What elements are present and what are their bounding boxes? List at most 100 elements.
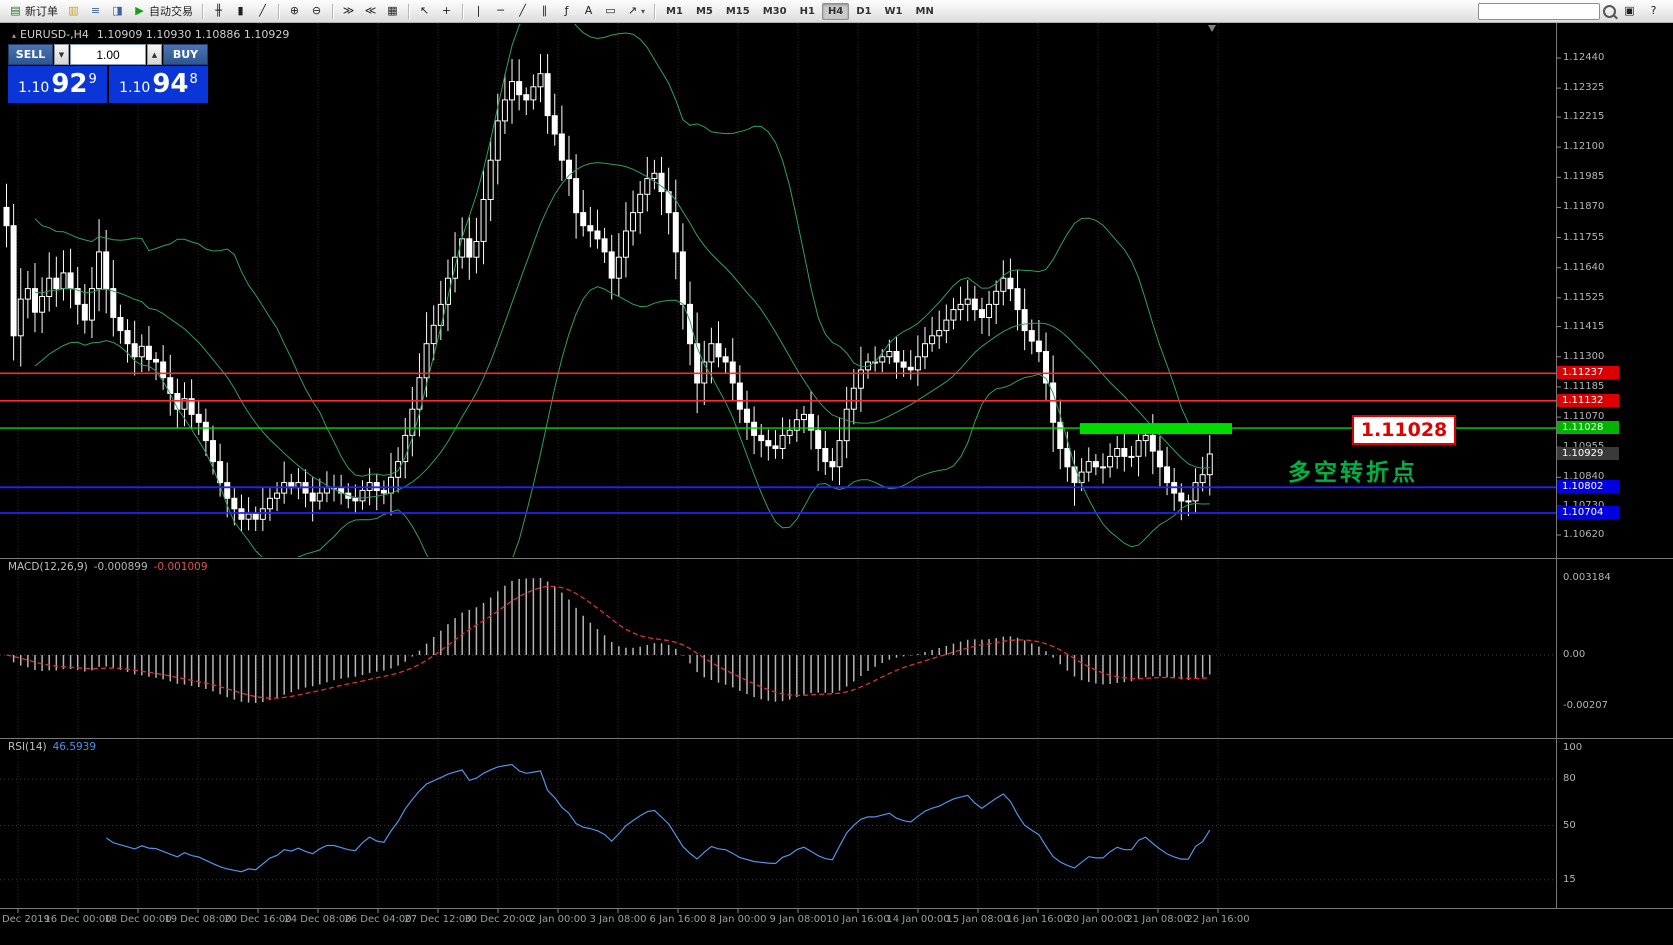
rsi-line (105, 763, 1211, 873)
bar-chart-icon: ╫ (215, 4, 222, 17)
line-chart-icon: ╱ (259, 4, 266, 17)
macd-value-2: -0.001009 (153, 561, 208, 573)
price-tag-1.10929[interactable]: 1.10929 (1557, 447, 1619, 460)
sell-button[interactable]: SELL (8, 44, 53, 65)
trendline-icon[interactable]: ╱ (512, 1, 533, 21)
autotrading-button-label: 自动交易 (149, 5, 193, 18)
fibonacci-icon[interactable]: ƒ (556, 1, 577, 21)
search-icon[interactable] (1603, 4, 1616, 18)
candlesticks (3, 54, 1213, 532)
timeframe-button-m15[interactable]: M15 (725, 5, 750, 17)
tile-windows-icon[interactable]: ▦ (382, 1, 403, 21)
price-callout-label[interactable]: 1.11028 (1352, 415, 1456, 445)
crosshair-icon[interactable]: + (436, 1, 457, 21)
price-tag-1.11132[interactable]: 1.11132 (1557, 393, 1619, 407)
sell-price-pips: 92 (51, 69, 88, 99)
time-axis-label: 6 Jan 16:00 (649, 914, 707, 925)
time-axis-label: 16 Dec 00:00 (44, 914, 112, 925)
toolbar-separator (654, 3, 656, 19)
timeframe-button-w1[interactable]: W1 (884, 5, 903, 17)
price-axis: 1.12440 1.12325 1.12215 1.12100 1.11985 1.118… (1556, 23, 1673, 908)
arrows-dropdown-icon[interactable]: ↗ ▾ (622, 1, 649, 21)
vertical-line-icon[interactable]: | (468, 1, 489, 21)
help-icon[interactable]: ? (1643, 1, 1664, 21)
buy-button[interactable]: BUY (163, 44, 208, 65)
price-tag-1.11028[interactable]: 1.11028 (1557, 421, 1619, 435)
buy-price-main: 1.10 (119, 80, 151, 96)
candlestick-chart-icon[interactable]: ▮ (230, 1, 251, 21)
highlight-bar[interactable] (1080, 423, 1232, 435)
toolbar-separator (332, 3, 333, 19)
new-order-button-label: 新订单 (25, 5, 58, 18)
navigator-icon[interactable]: ◨ (107, 1, 128, 21)
buy-price-pips: 94 (152, 69, 189, 99)
volume-input[interactable] (70, 44, 146, 65)
price-axis-label: 1.12440 (1563, 52, 1605, 63)
cursor-icon: ↖ (419, 4, 430, 17)
chart-shift-icon[interactable]: ≪ (360, 1, 381, 21)
cursor-icon[interactable]: ↖ (414, 1, 435, 21)
chart-shift-icon: ≪ (364, 4, 377, 17)
price-axis-label: 1.11185 (1563, 380, 1605, 392)
sell-price-panel[interactable]: 1.10 92 9 (8, 66, 107, 103)
market-watch-icon[interactable]: ≡ (85, 1, 106, 21)
text-icon[interactable]: A (578, 1, 599, 21)
timeframe-button-m1[interactable]: M1 (666, 5, 683, 17)
alerts-icon[interactable]: ▣ (1619, 1, 1640, 21)
rsi-indicator-label: RSI(14) 46.5939 (8, 741, 96, 753)
buy-price-point: 8 (189, 72, 198, 87)
sell-price-point: 9 (88, 72, 97, 87)
arrows-dropdown-icon: ↗ (627, 4, 638, 17)
timeframe-button-mn[interactable]: MN (915, 5, 934, 17)
toolbar-separator (202, 3, 203, 19)
timeframe-button-h1[interactable]: H1 (799, 5, 815, 17)
line-chart-icon[interactable]: ╱ (252, 1, 273, 21)
time-axis-label: 9 Jan 08:00 (769, 914, 827, 925)
toolbar-separator (408, 3, 409, 19)
rsi-value: 46.5939 (52, 741, 97, 753)
price-tag-1.11237[interactable]: 1.11237 (1557, 366, 1619, 380)
volume-increase-button[interactable]: ▲ (147, 44, 162, 65)
autotrading-button[interactable]: ▶ 自动交易 (129, 1, 197, 21)
horizontal-line-icon[interactable]: ─ (490, 1, 511, 21)
timeframe-button-m5[interactable]: M5 (695, 5, 713, 17)
timeframe-button-m30[interactable]: M30 (762, 5, 787, 17)
timeframe-button-d1[interactable]: D1 (856, 5, 872, 17)
timeframe-button-h4[interactable]: H4 (821, 2, 850, 20)
price-axis-label: 1.11755 (1563, 231, 1605, 243)
price-axis-label: 1.11300 (1563, 350, 1605, 362)
auto-scroll-icon[interactable]: ≫ (338, 1, 359, 21)
price-axis-label: 1.10620 (1563, 529, 1605, 540)
zoom-out-icon[interactable]: ⊖ (306, 1, 327, 21)
volume-decrease-button[interactable]: ▼ (54, 44, 69, 65)
zoom-in-icon[interactable]: ⊕ (284, 1, 305, 21)
new-order-button[interactable]: ▤ 新订单 (5, 1, 62, 21)
buy-price-panel[interactable]: 1.10 94 8 (109, 66, 208, 103)
equidistant-channel-icon: ∥ (541, 4, 548, 17)
text-label-icon[interactable]: ▭ (600, 1, 621, 21)
time-axis-label: 8 Jan 00:00 (709, 914, 767, 925)
level-lines[interactable] (0, 372, 1556, 514)
vertical-line-icon: | (476, 4, 481, 17)
grid-lines (17, 23, 1219, 908)
price-tag-1.10802[interactable]: 1.10802 (1557, 480, 1619, 494)
charts-window-icon[interactable]: ▥ (63, 1, 84, 21)
sell-price-main: 1.10 (18, 80, 50, 96)
toolbar-separator (278, 3, 279, 19)
price-tag-1.10704[interactable]: 1.10704 (1557, 505, 1619, 519)
equidistant-channel-icon[interactable]: ∥ (534, 1, 555, 21)
rsi-axis-label: 50 (1563, 819, 1576, 831)
ohlc-values: 1.10909 1.10930 1.10886 1.10929 (96, 28, 290, 41)
bar-chart-icon[interactable]: ╫ (208, 1, 229, 21)
macd-axis-label: -0.00207 (1563, 700, 1608, 711)
macd-indicator-label: MACD(12,26,9) -0.000899 -0.001009 (8, 561, 208, 573)
chevron-down-icon: ▾ (641, 6, 646, 16)
rsi-axis-label: 100 (1563, 742, 1583, 753)
time-axis-label: 16 Jan 16:00 (1006, 914, 1070, 925)
turning-point-annotation[interactable]: 多空转折点 (1288, 460, 1418, 486)
horizontal-line-icon: ─ (497, 4, 504, 17)
help-icon: ? (1650, 4, 1657, 17)
price-axis-label: 1.10730 (1563, 500, 1604, 511)
search-input[interactable] (1478, 2, 1600, 20)
